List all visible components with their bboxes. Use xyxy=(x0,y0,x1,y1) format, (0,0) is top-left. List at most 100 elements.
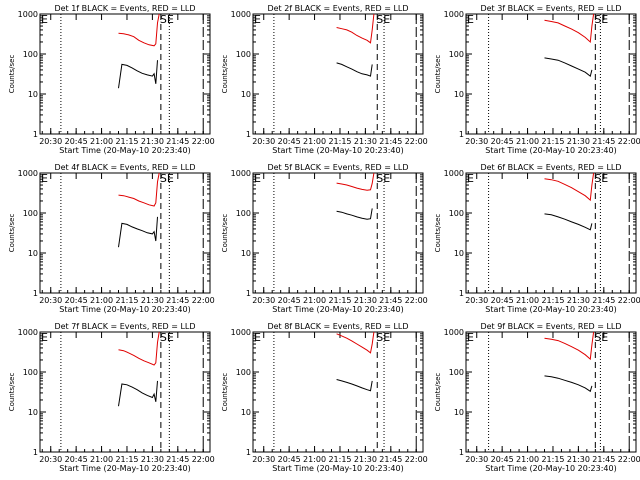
x-tick-label: 21:00 xyxy=(516,296,539,305)
y-tick-label: 100 xyxy=(449,50,464,59)
y-tick-label: 1000 xyxy=(231,10,251,19)
chart-panel-7: Det 7f BLACK = Events, RED = LLD 1 10 100 10… xyxy=(8,322,215,473)
plot-frame xyxy=(39,331,211,453)
y-axis-label: Counts/sec xyxy=(221,55,229,94)
x-tick-label: 20:30 xyxy=(252,296,275,305)
chart-panel-2: Det 2f BLACK = Events, RED = LLD 1 10 100 10… xyxy=(221,4,428,155)
x-axis-label: Start Time (20-May-10 20:23:40) xyxy=(485,146,616,155)
y-tick-label: 10 xyxy=(454,90,464,99)
marker-e: E xyxy=(254,331,261,344)
x-tick-label: 21:45 xyxy=(166,137,189,146)
marker-e: E xyxy=(467,331,474,344)
series-events-line xyxy=(118,380,158,407)
chart-title: Det 7f BLACK = Events, RED = LLD xyxy=(54,322,195,331)
plot-frame xyxy=(39,172,211,294)
x-tick-label: 20:45 xyxy=(65,296,88,305)
x-tick-label: 22:00 xyxy=(618,455,640,464)
chart-title: Det 3f BLACK = Events, RED = LLD xyxy=(480,4,621,13)
plot-frame xyxy=(465,13,637,135)
x-tick-label: 20:30 xyxy=(465,455,488,464)
x-tick-label: 22:00 xyxy=(192,296,215,305)
x-tick-label: 21:30 xyxy=(567,455,590,464)
x-tick-label: 20:30 xyxy=(465,137,488,146)
y-tick-label: 100 xyxy=(449,368,464,377)
x-axis-label: Start Time (20-May-10 20:23:40) xyxy=(59,464,190,473)
y-tick-label: 10 xyxy=(28,249,38,258)
x-axis-label: Start Time (20-May-10 20:23:40) xyxy=(59,146,190,155)
y-axis-label: Counts/sec xyxy=(8,55,16,94)
x-tick-label: 21:45 xyxy=(592,455,615,464)
x-tick-label: 20:30 xyxy=(252,455,275,464)
marker-e: E xyxy=(467,172,474,185)
y-tick-label: 1000 xyxy=(444,328,464,337)
x-tick-label: 21:30 xyxy=(567,137,590,146)
x-tick-label: 21:15 xyxy=(328,455,351,464)
y-tick-label: 1 xyxy=(459,289,464,298)
chart-panel-9: Det 9f BLACK = Events, RED = LLD 1 10 100 10… xyxy=(434,322,640,473)
plot-frame xyxy=(465,172,637,294)
x-tick-label: 20:45 xyxy=(278,455,301,464)
x-tick-label: 21:00 xyxy=(90,455,113,464)
chart-panel-3: Det 3f BLACK = Events, RED = LLD 1 10 100 10… xyxy=(434,4,640,155)
chart-title: Det 9f BLACK = Events, RED = LLD xyxy=(480,322,621,331)
x-axis-label: Start Time (20-May-10 20:23:40) xyxy=(272,146,403,155)
x-axis-label: Start Time (20-May-10 20:23:40) xyxy=(485,464,616,473)
y-tick-label: 10 xyxy=(28,90,38,99)
x-tick-label: 20:30 xyxy=(39,455,62,464)
y-tick-label: 100 xyxy=(236,50,251,59)
marker-e: E xyxy=(254,172,261,185)
y-axis-label: Counts/sec xyxy=(8,214,16,253)
y-tick-label: 1 xyxy=(33,130,38,139)
y-tick-label: 1000 xyxy=(18,10,38,19)
x-tick-label: 21:30 xyxy=(567,296,590,305)
plot-frame xyxy=(39,13,211,135)
x-tick-label: 21:45 xyxy=(592,137,615,146)
x-tick-label: 22:00 xyxy=(405,296,428,305)
x-tick-label: 21:15 xyxy=(115,455,138,464)
y-tick-label: 1 xyxy=(246,130,251,139)
x-axis-label: Start Time (20-May-10 20:23:40) xyxy=(272,305,403,314)
x-tick-label: 21:15 xyxy=(541,455,564,464)
series-lld-line xyxy=(118,172,160,207)
chart-title: Det 5f BLACK = Events, RED = LLD xyxy=(267,163,408,172)
x-tick-label: 21:00 xyxy=(303,137,326,146)
y-tick-label: 10 xyxy=(241,90,251,99)
x-tick-label: 21:30 xyxy=(141,455,164,464)
chart-title: Det 4f BLACK = Events, RED = LLD xyxy=(54,163,195,172)
x-tick-label: 21:15 xyxy=(115,296,138,305)
y-tick-label: 10 xyxy=(28,408,38,417)
x-tick-label: 21:15 xyxy=(328,137,351,146)
chart-panel-6: Det 6f BLACK = Events, RED = LLD 1 10 100 10… xyxy=(434,163,640,314)
chart-panel-1: Det 1f BLACK = Events, RED = LLD 1 10 100 10… xyxy=(8,4,215,155)
x-tick-label: 20:45 xyxy=(65,455,88,464)
x-tick-label: 22:00 xyxy=(618,296,640,305)
marker-e: E xyxy=(467,13,474,26)
x-tick-label: 22:00 xyxy=(405,455,428,464)
x-tick-label: 20:30 xyxy=(252,137,275,146)
y-tick-label: 1 xyxy=(33,448,38,457)
y-tick-label: 100 xyxy=(449,209,464,218)
x-tick-label: 21:15 xyxy=(115,137,138,146)
x-tick-label: 21:45 xyxy=(166,455,189,464)
x-tick-label: 20:45 xyxy=(65,137,88,146)
marker-se: SE xyxy=(376,13,390,26)
series-lld-line xyxy=(544,13,595,44)
x-tick-label: 21:15 xyxy=(328,296,351,305)
x-tick-label: 21:45 xyxy=(166,296,189,305)
y-tick-label: 100 xyxy=(23,50,38,59)
x-tick-label: 21:00 xyxy=(303,296,326,305)
x-tick-label: 20:45 xyxy=(278,137,301,146)
chart-title: Det 6f BLACK = Events, RED = LLD xyxy=(480,163,621,172)
x-tick-label: 21:00 xyxy=(90,137,113,146)
y-axis-label: Counts/sec xyxy=(434,373,442,412)
marker-se: SE xyxy=(160,331,174,344)
x-tick-label: 21:00 xyxy=(303,455,326,464)
plot-frame xyxy=(252,13,424,135)
x-tick-label: 20:45 xyxy=(491,296,514,305)
x-tick-label: 21:00 xyxy=(90,296,113,305)
y-tick-label: 10 xyxy=(241,249,251,258)
y-axis-label: Counts/sec xyxy=(434,55,442,94)
series-lld-line xyxy=(336,13,375,44)
series-lld-line xyxy=(544,331,595,361)
y-tick-label: 1 xyxy=(459,448,464,457)
